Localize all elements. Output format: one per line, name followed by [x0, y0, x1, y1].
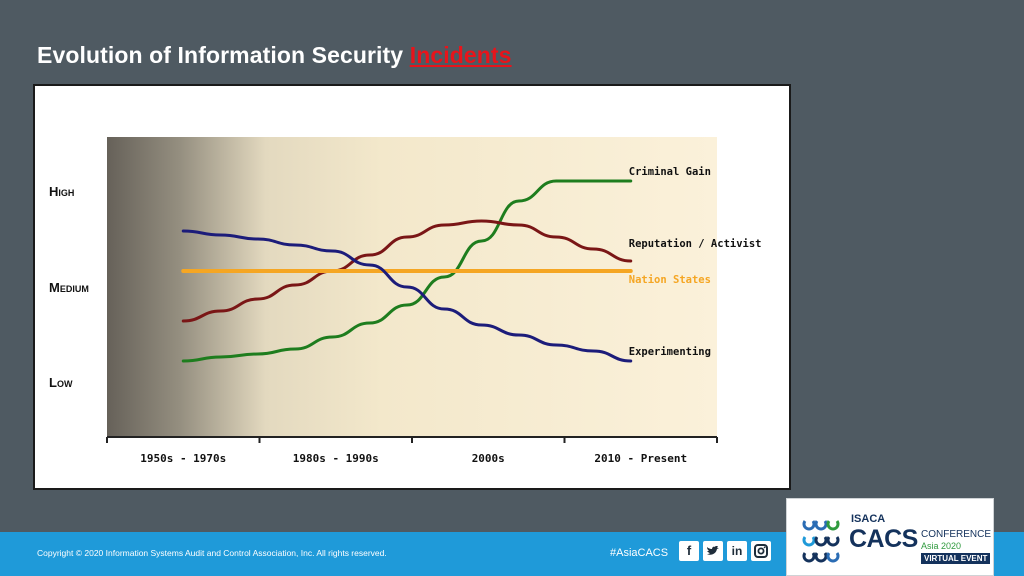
isaca-mark-icon	[802, 520, 840, 563]
x-tick-label: 1980s - 1990s	[293, 452, 379, 465]
y-level-label: Low	[49, 375, 73, 390]
x-tick-label: 2010 - Present	[594, 452, 687, 465]
series-label: Reputation / Activist	[629, 238, 762, 250]
title-main: Evolution of Information Security	[37, 42, 404, 68]
series-line-criminal-gain	[181, 179, 633, 363]
y-level-label: High	[49, 184, 74, 199]
line-chart: 1950s - 1970s 1980s - 1990s 2000s 2010 - Pr…	[49, 137, 762, 465]
logo-badge: VIRTUAL EVENT	[921, 553, 991, 564]
x-tick-label: 1950s - 1970s	[140, 452, 226, 465]
series-label: Experimenting	[629, 346, 711, 358]
linkedin-icon[interactable]: in	[727, 541, 747, 561]
logo-region: Asia 2020	[921, 541, 962, 551]
logo-isaca: ISACA	[851, 513, 886, 525]
series-label: Nation States	[629, 274, 711, 286]
series-line-experimenting	[181, 229, 633, 363]
y-level-label: Medium	[49, 280, 89, 295]
conference-logo: ISACA CACS CONFERENCE Asia 2020 VIRTUAL …	[786, 498, 994, 576]
logo-cacs: CACS	[849, 525, 918, 553]
series-label: Criminal Gain	[629, 166, 711, 178]
facebook-icon[interactable]: f	[679, 541, 699, 561]
series-line-reputation-activist	[181, 219, 633, 323]
title-highlight: Incidents	[409, 42, 512, 68]
slide-title: Evolution of Information Security Incide…	[37, 42, 512, 69]
copyright-text: Copyright © 2020 Information Systems Aud…	[37, 548, 387, 558]
twitter-icon[interactable]	[703, 541, 723, 561]
chart-frame: 1950s - 1970s 1980s - 1990s 2000s 2010 - Pr…	[33, 84, 791, 490]
x-tick-label: 2000s	[472, 452, 505, 465]
instagram-icon[interactable]	[751, 541, 771, 561]
logo-conference: CONFERENCE	[921, 529, 992, 540]
hashtag-text: #AsiaCACS	[610, 547, 669, 559]
